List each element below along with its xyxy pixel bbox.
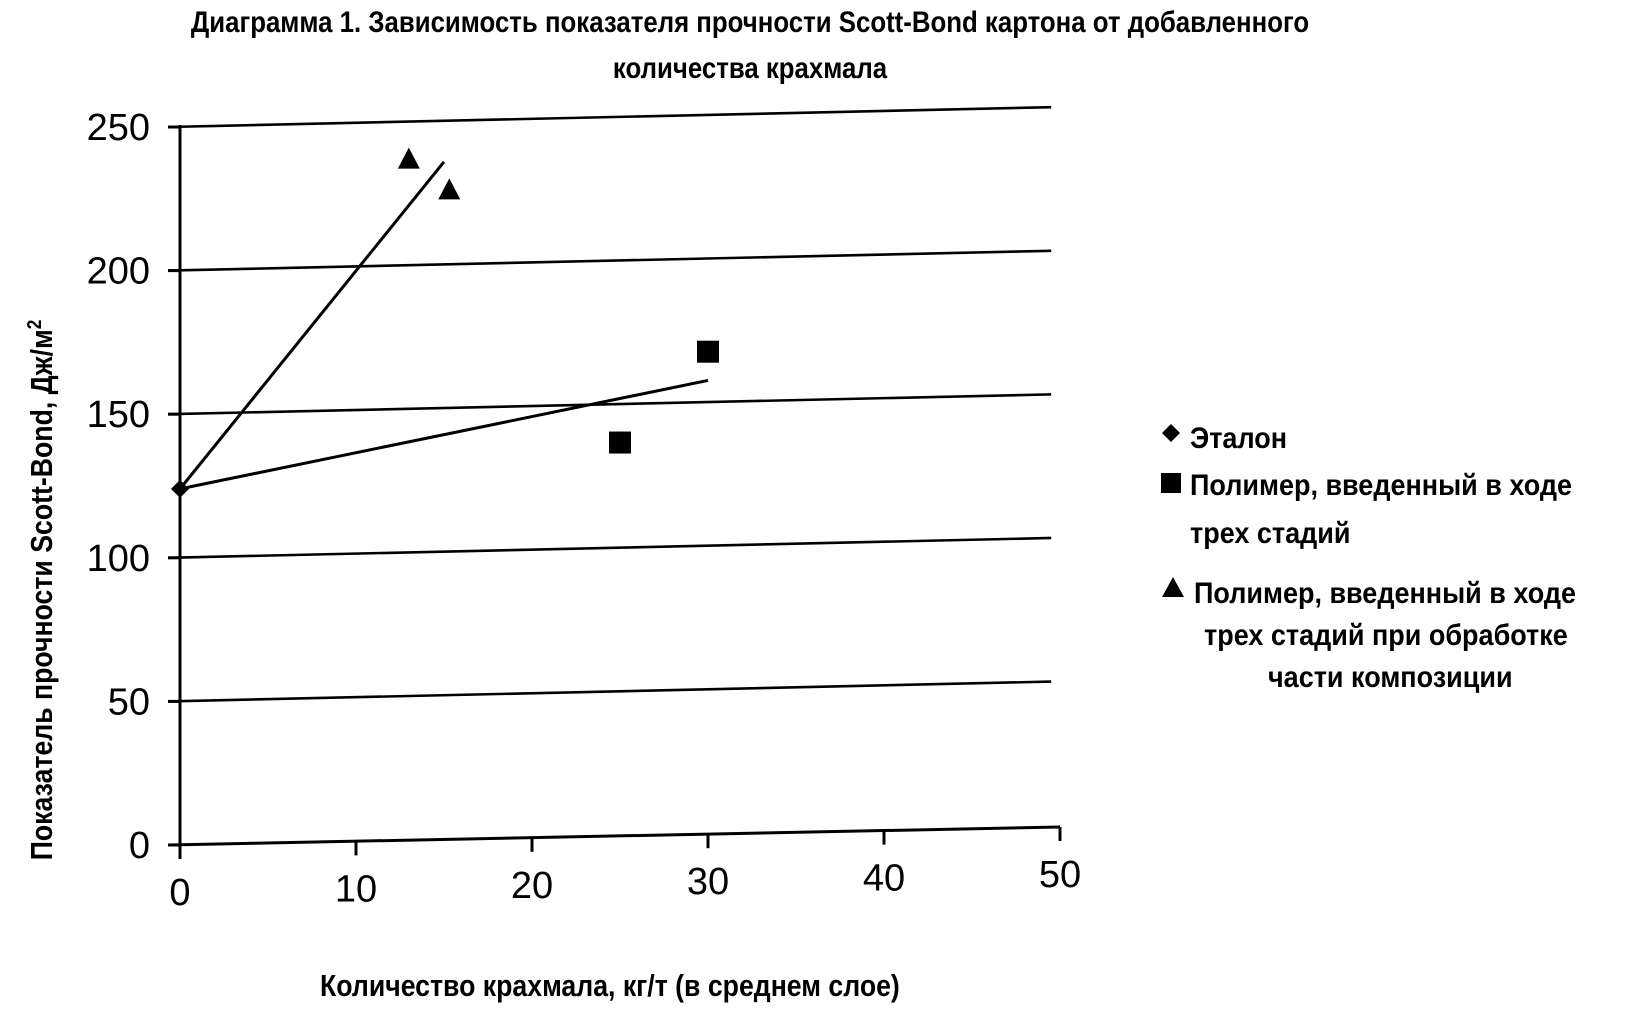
legend-entry-three-stages-partial: Полимер, введенный в ходе трех стадий пр… [1160, 573, 1618, 699]
legend-entry-three-stages: Полимер, введенный в ходе трех стадий [1160, 465, 1614, 555]
legend-label: трех стадий [1190, 513, 1350, 555]
triangle-marker-icon [1160, 573, 1186, 615]
square-marker-icon [1160, 465, 1182, 513]
y-tick-label: 200 [87, 251, 150, 293]
legend-label: Эталон [1190, 418, 1287, 460]
data-point-triangle [398, 148, 420, 169]
y-tick-label: 0 [129, 825, 150, 867]
gridline [168, 394, 1051, 414]
x-tick-label: 30 [687, 861, 729, 903]
data-point-square [609, 432, 631, 454]
trendline [180, 162, 444, 489]
legend-label: части композиции [1268, 657, 1513, 699]
x-tick-label: 40 [863, 858, 905, 900]
data-point-square [697, 341, 719, 363]
x-tick-label: 20 [511, 865, 553, 907]
gridline [168, 107, 1051, 127]
y-tick-label: 150 [87, 394, 150, 436]
legend-entry-reference: Эталон [1160, 418, 1298, 460]
gridline [168, 682, 1051, 702]
legend-label: трех стадий при обработке [1204, 615, 1568, 657]
x-tick-label: 10 [335, 868, 377, 910]
data-point-triangle [438, 178, 460, 199]
y-tick-label: 250 [87, 107, 150, 149]
legend-label: Полимер, введенный в ходе [1194, 573, 1576, 615]
y-tick-label: 100 [87, 538, 150, 580]
x-tick-label: 50 [1039, 854, 1081, 896]
gridline [168, 251, 1051, 271]
legend-label: Полимер, введенный в ходе [1190, 465, 1572, 507]
x-axis-line [168, 827, 1060, 845]
diamond-marker-icon [1160, 418, 1182, 460]
y-tick-label: 50 [108, 681, 150, 723]
gridline [168, 538, 1051, 558]
x-tick-label: 0 [169, 872, 190, 914]
